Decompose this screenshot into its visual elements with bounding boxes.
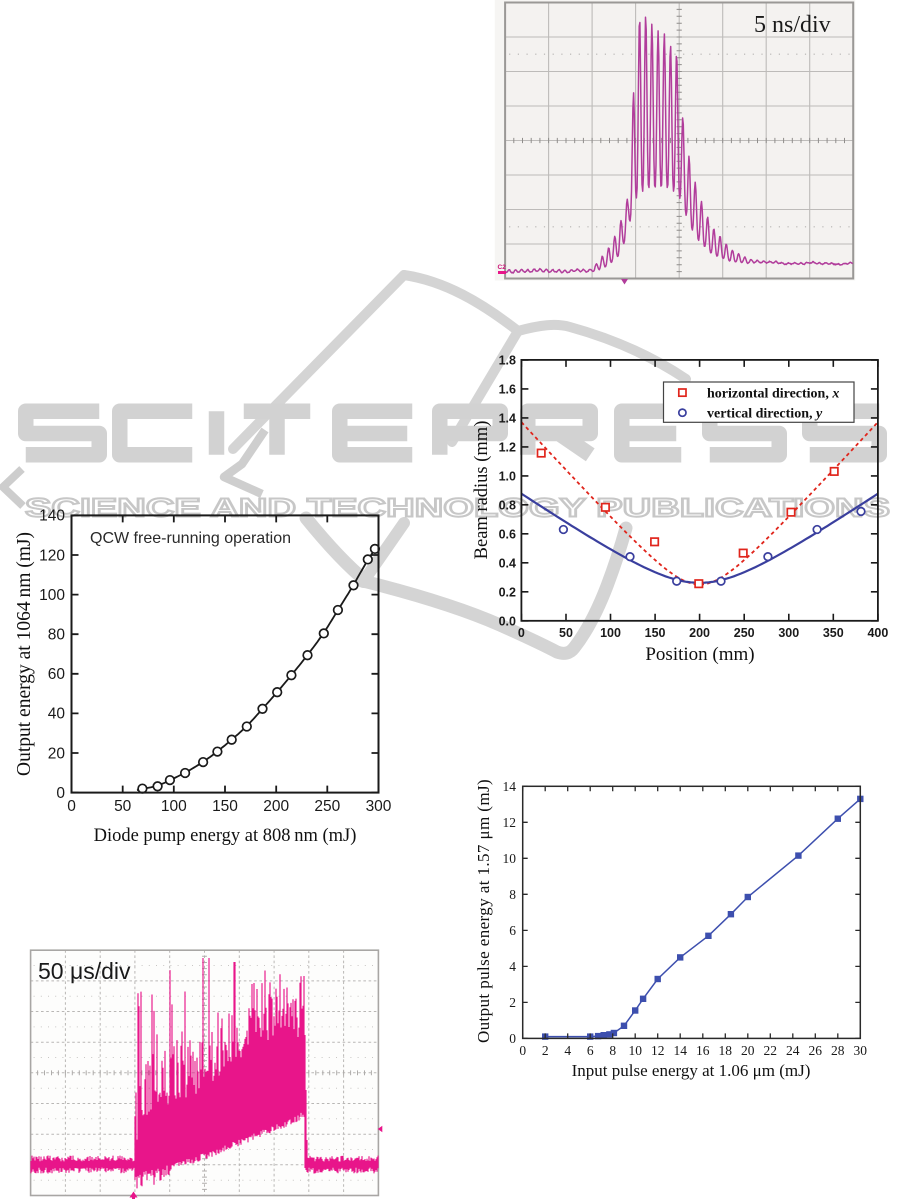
svg-text:QCW free-running operation: QCW free-running operation bbox=[90, 530, 291, 547]
svg-text:2: 2 bbox=[542, 1043, 549, 1058]
svg-text:8: 8 bbox=[609, 1043, 616, 1058]
svg-text:0: 0 bbox=[519, 1043, 526, 1058]
svg-text:400: 400 bbox=[867, 626, 888, 640]
svg-text:150: 150 bbox=[645, 626, 666, 640]
svg-text:100: 100 bbox=[39, 587, 65, 604]
svg-text:20: 20 bbox=[741, 1043, 755, 1058]
svg-text:0.2: 0.2 bbox=[499, 585, 516, 599]
svg-text:Output energy at 1064 nm (mJ): Output energy at 1064 nm (mJ) bbox=[14, 532, 35, 776]
svg-text:20: 20 bbox=[48, 745, 66, 762]
svg-text:250: 250 bbox=[314, 798, 340, 815]
svg-text:12: 12 bbox=[651, 1043, 665, 1058]
svg-text:0.6: 0.6 bbox=[499, 527, 516, 541]
svg-text:vertical direction, y: vertical direction, y bbox=[707, 407, 823, 422]
svg-text:1.6: 1.6 bbox=[499, 382, 516, 396]
svg-text:200: 200 bbox=[689, 626, 710, 640]
svg-text:50: 50 bbox=[559, 626, 573, 640]
svg-text:30: 30 bbox=[854, 1043, 868, 1058]
svg-text:8: 8 bbox=[509, 887, 516, 902]
svg-text:80: 80 bbox=[48, 627, 66, 644]
svg-text:1.4: 1.4 bbox=[499, 411, 516, 425]
svg-text:Position (mm): Position (mm) bbox=[645, 644, 754, 665]
svg-text:14: 14 bbox=[503, 779, 517, 794]
svg-text:0: 0 bbox=[56, 785, 65, 802]
svg-text:0: 0 bbox=[518, 626, 525, 640]
svg-text:140: 140 bbox=[39, 508, 65, 525]
svg-text:2: 2 bbox=[509, 995, 516, 1010]
svg-text:6: 6 bbox=[509, 923, 516, 938]
svg-text:16: 16 bbox=[696, 1043, 710, 1058]
svg-text:4: 4 bbox=[564, 1043, 571, 1058]
svg-text:Beam radius (mm): Beam radius (mm) bbox=[472, 421, 492, 560]
svg-text:0.0: 0.0 bbox=[499, 614, 516, 628]
svg-text:24: 24 bbox=[786, 1043, 800, 1058]
svg-text:300: 300 bbox=[778, 626, 799, 640]
svg-text:28: 28 bbox=[831, 1043, 845, 1058]
svg-text:1.2: 1.2 bbox=[499, 440, 516, 454]
svg-text:0.8: 0.8 bbox=[499, 498, 516, 512]
svg-text:100: 100 bbox=[161, 798, 187, 815]
svg-text:6: 6 bbox=[587, 1043, 594, 1058]
svg-text:60: 60 bbox=[48, 666, 66, 683]
svg-text:50: 50 bbox=[114, 798, 132, 815]
svg-text:300: 300 bbox=[366, 798, 392, 815]
svg-text:Diode pump energy at 808 nm (m: Diode pump energy at 808 nm (mJ) bbox=[94, 826, 357, 846]
svg-text:120: 120 bbox=[39, 547, 65, 564]
svg-text:4: 4 bbox=[509, 959, 516, 974]
svg-text:12: 12 bbox=[503, 815, 517, 830]
svg-text:Output pulse energy at 1.57 μm: Output pulse energy at 1.57 μm (mJ) bbox=[474, 779, 493, 1043]
svg-text:50 μs/div: 50 μs/div bbox=[38, 958, 131, 984]
svg-text:0: 0 bbox=[509, 1031, 516, 1046]
svg-text:22: 22 bbox=[764, 1043, 778, 1058]
svg-text:0.4: 0.4 bbox=[499, 556, 516, 570]
svg-text:14: 14 bbox=[673, 1043, 687, 1058]
svg-text:10: 10 bbox=[628, 1043, 642, 1058]
svg-text:40: 40 bbox=[48, 706, 66, 723]
svg-text:1.8: 1.8 bbox=[499, 353, 516, 367]
svg-text:1.0: 1.0 bbox=[499, 469, 516, 483]
svg-text:26: 26 bbox=[809, 1043, 823, 1058]
svg-text:18: 18 bbox=[719, 1043, 733, 1058]
svg-text:0: 0 bbox=[67, 798, 76, 815]
svg-text:250: 250 bbox=[734, 626, 755, 640]
svg-text:150: 150 bbox=[212, 798, 238, 815]
svg-text:5 ns/div: 5 ns/div bbox=[754, 12, 831, 38]
svg-text:200: 200 bbox=[263, 798, 289, 815]
svg-text:horizontal direction, x: horizontal direction, x bbox=[707, 387, 839, 402]
svg-text:350: 350 bbox=[823, 626, 844, 640]
svg-text:10: 10 bbox=[503, 851, 517, 866]
svg-text:Input pulse energy at 1.06 μm: Input pulse energy at 1.06 μm (mJ) bbox=[572, 1061, 811, 1080]
svg-text:100: 100 bbox=[600, 626, 621, 640]
svg-text:SCIENCE AND TECHNOLOGY PUBLICA: SCIENCE AND TECHNOLOGY PUBLICATIONS bbox=[25, 493, 890, 523]
svg-text:C2: C2 bbox=[498, 264, 507, 271]
